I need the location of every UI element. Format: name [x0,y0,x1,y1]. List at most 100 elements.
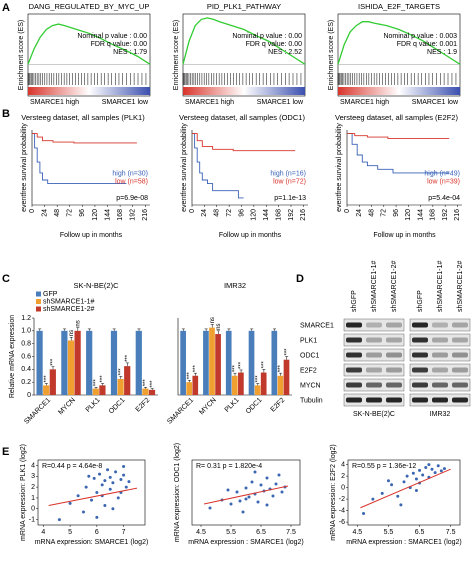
band [432,352,448,358]
point [244,497,248,501]
x-tick-label: E2F2 [270,397,287,414]
x-tick-label: 216 [454,209,461,221]
x-tick-label: 5 [68,529,72,536]
significance: ns [216,323,222,329]
significance: *** [94,379,100,387]
x-tick-label: 24 [41,209,48,217]
point [418,468,422,472]
phenotype-label: SMARCE1 high [185,99,234,106]
x-tick-label: 168 [430,209,437,221]
chart-title: SK-N-BE(2)C [73,281,119,290]
legend-entry: low (n=58) [115,178,148,185]
band [412,397,428,403]
es-curve [337,21,461,65]
error-bar [87,328,91,331]
band [346,367,362,373]
band [412,352,428,358]
band [346,397,362,403]
y-tick-label: 4 [341,461,345,468]
lane-label: shSMARCE1-1# [437,261,444,312]
x-tick-label: 96 [79,209,86,217]
y-axis-label: Relative mRNA expression [9,315,16,398]
band [366,397,382,403]
significance: *** [261,361,267,369]
lane-label: shSMARCE1-2# [457,261,464,312]
lane-label: shSMARCE1-2# [391,261,398,312]
lane-label: shGFP [351,290,358,312]
point [57,518,61,522]
point [247,495,251,499]
band [412,322,428,328]
x-tick-label: 48 [368,209,375,217]
band [412,367,428,373]
legend-entry: high (n=49) [424,170,460,177]
x-tick-label: 48 [54,209,61,217]
error-bar [187,379,191,383]
band [386,397,402,403]
bar [238,372,244,395]
bar [49,369,56,395]
fit-line [360,468,451,509]
bar [225,330,232,395]
x-tick-label: 144 [263,209,270,221]
band [432,382,448,388]
chart-title: IMR32 [224,281,246,290]
significance: *** [150,380,156,388]
x-tick-label: 6.5 [256,529,266,536]
legend-entry: high (n=16) [270,170,306,177]
point [100,483,104,487]
y-tick-label: -4 [339,507,345,514]
point [380,491,384,495]
x-tick-label: 24 [201,209,208,217]
panel-label: D [296,273,304,285]
chart-title: PID_PLK1_PATHWAY [207,2,281,11]
point [122,465,126,468]
error-bar [76,327,80,331]
phenotype-label: SMARCE1 high [30,99,79,106]
panel-label: B [2,108,10,120]
y-tick-label: 1.0 [21,328,31,335]
bar [271,330,278,395]
point [98,472,102,476]
bar [117,378,124,395]
error-bar [125,362,129,367]
blot-strip [409,333,471,347]
error-bar [119,376,123,379]
phenotype-label: SMARCE1 low [102,99,149,106]
legend-swatch [36,291,41,297]
error-bar [279,372,283,376]
y-tick-label: 4 [31,462,35,469]
stat-annotation: FDR q value: 0.00 [91,41,148,48]
point [226,488,230,492]
band [412,382,428,388]
x-tick-label: 168 [275,209,282,221]
x-tick-label: 0 [189,209,196,213]
bar [209,327,215,395]
protein-label: ODC1 [300,352,320,359]
bar [61,330,68,395]
band [452,367,468,373]
point [250,480,254,484]
x-tick-label: 4.5 [196,529,206,536]
bar [254,385,261,395]
bar [74,330,81,395]
point [371,497,375,501]
y-tick-label: 1 [31,495,35,502]
x-tick-label: 7.5 [446,529,456,536]
x-tick-label: 6 [95,529,99,536]
point [241,510,245,514]
significance: ns [69,330,75,336]
blot-strip [343,318,405,332]
plot-frame [37,459,146,526]
error-bar [137,328,141,331]
point [386,479,390,483]
band [386,382,402,388]
x-tick-label: SMARCE1 [23,397,52,426]
es-curve [27,23,151,65]
significance: *** [193,365,199,373]
point [95,515,99,519]
x-tick-label: 6.5 [415,529,425,536]
y-axis-label: Enrichment score (ES) [18,20,25,90]
